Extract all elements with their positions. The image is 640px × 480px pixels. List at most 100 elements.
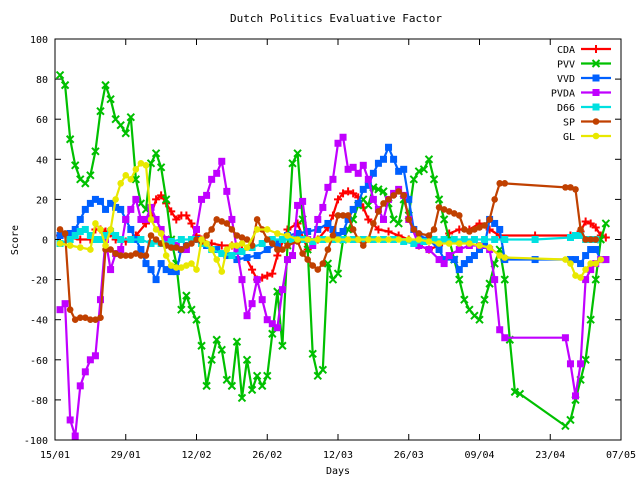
data-point-pvv: [187, 305, 196, 314]
data-point-sp: [450, 210, 458, 217]
data-point-sp: [329, 232, 337, 239]
data-point-sp: [425, 232, 433, 239]
data-point-sp: [415, 230, 423, 237]
data-point-pvv: [252, 371, 262, 381]
data-point-pvda: [379, 215, 387, 223]
data-point-pvv: [566, 415, 575, 425]
data-point-gl: [582, 266, 589, 273]
data-point-sp: [435, 204, 443, 211]
data-point-d66: [278, 236, 286, 243]
data-point-gl: [572, 272, 579, 279]
axis-ticks: 100 80 60 40 20 0 -20 -40 -60 -80 -100 15/01 29/01 12…: [24, 35, 636, 461]
data-point-vvd: [577, 260, 585, 268]
data-point-pvda: [369, 195, 377, 203]
data-point-sp: [562, 184, 569, 191]
y-tick-label: 20: [36, 195, 48, 206]
data-point-vvd: [496, 225, 504, 233]
data-point-pvv: [515, 389, 525, 399]
data-point-gl: [587, 260, 594, 267]
data-point-pvda: [314, 215, 322, 223]
data-point-cda: [581, 217, 590, 226]
data-point-pvv: [121, 129, 130, 138]
data-point-pvv: [237, 393, 247, 403]
data-point-pvv: [308, 349, 317, 358]
x-axis-label: Days: [326, 466, 350, 477]
data-point-vvd: [142, 260, 150, 268]
data-point-pvv: [212, 335, 221, 344]
data-point-vvd: [470, 252, 478, 260]
data-point-d66: [491, 236, 499, 243]
data-point-sp: [466, 228, 473, 235]
data-point-gl: [107, 226, 114, 233]
data-point-pvda: [273, 324, 281, 332]
data-point-d66: [137, 236, 145, 243]
data-point-sp: [491, 196, 498, 203]
legend-item-gl: GL: [563, 132, 611, 143]
data-point-sp: [71, 316, 79, 324]
series-pvda: [56, 133, 610, 440]
data-point-sp: [577, 226, 584, 233]
data-point-vvd: [455, 266, 463, 274]
x-tick-label: 07/05: [606, 450, 636, 461]
data-point-pvda: [263, 316, 271, 324]
data-point-pvv: [268, 329, 277, 338]
data-point-cda: [273, 251, 282, 260]
data-point-pvda: [233, 246, 241, 254]
data-point-pvda: [162, 236, 170, 243]
data-point-sp: [279, 246, 286, 253]
data-point-d66: [127, 236, 135, 243]
legend-marker-gl: [592, 132, 600, 140]
data-point-gl: [208, 246, 215, 253]
data-point-sp: [218, 218, 226, 225]
data-point-pvv: [288, 159, 297, 168]
data-point-d66: [147, 240, 155, 248]
data-point-cda: [76, 235, 85, 244]
data-point-cda: [187, 219, 196, 228]
data-point-vvd: [329, 225, 337, 233]
data-point-vvd: [162, 266, 170, 274]
data-point-d66: [91, 236, 99, 243]
data-point-sp: [390, 192, 397, 199]
data-point-d66: [177, 236, 185, 243]
data-point-pvda: [228, 215, 236, 223]
data-point-sp: [107, 246, 114, 253]
data-point-sp: [253, 216, 261, 223]
data-point-pvv: [455, 275, 464, 284]
data-point-pvda: [294, 201, 302, 209]
data-point-d66: [481, 236, 489, 243]
data-point-pvv: [591, 275, 600, 284]
data-point-gl: [253, 226, 261, 233]
data-point-pvda: [102, 236, 110, 243]
data-point-gl: [354, 236, 362, 243]
data-point-d66: [187, 236, 195, 243]
data-point-vvd: [81, 205, 89, 213]
data-point-pvda: [117, 246, 125, 254]
data-point-pvda: [142, 215, 150, 223]
data-point-gl: [193, 266, 200, 273]
data-point-pvv: [293, 149, 302, 158]
data-point-sp: [400, 192, 407, 199]
data-point-pvda: [572, 392, 580, 400]
data-point-pvv: [91, 147, 100, 156]
data-point-vvd: [157, 260, 165, 268]
data-point-pvv: [460, 295, 469, 304]
data-point-pvv: [161, 195, 171, 204]
x-tick-label: 12/02: [181, 450, 211, 461]
data-point-pvda: [455, 246, 463, 254]
data-point-d66: [460, 236, 468, 243]
data-point-pvv: [242, 355, 252, 365]
data-point-sp: [385, 196, 392, 203]
data-point-pvv: [374, 185, 383, 194]
data-point-vvd: [324, 219, 332, 227]
data-point-vvd: [390, 155, 398, 163]
data-point-gl: [127, 176, 135, 183]
data-point-vvd: [172, 268, 180, 276]
data-point-pvda: [253, 276, 261, 284]
data-point-vvd: [587, 246, 595, 254]
data-point-pvda: [157, 225, 165, 233]
data-point-sp: [461, 226, 468, 233]
x-tick-label: 29/01: [111, 450, 141, 461]
data-point-sp: [314, 266, 322, 273]
data-point-vvd: [460, 260, 468, 268]
data-point-vvd: [344, 215, 352, 223]
